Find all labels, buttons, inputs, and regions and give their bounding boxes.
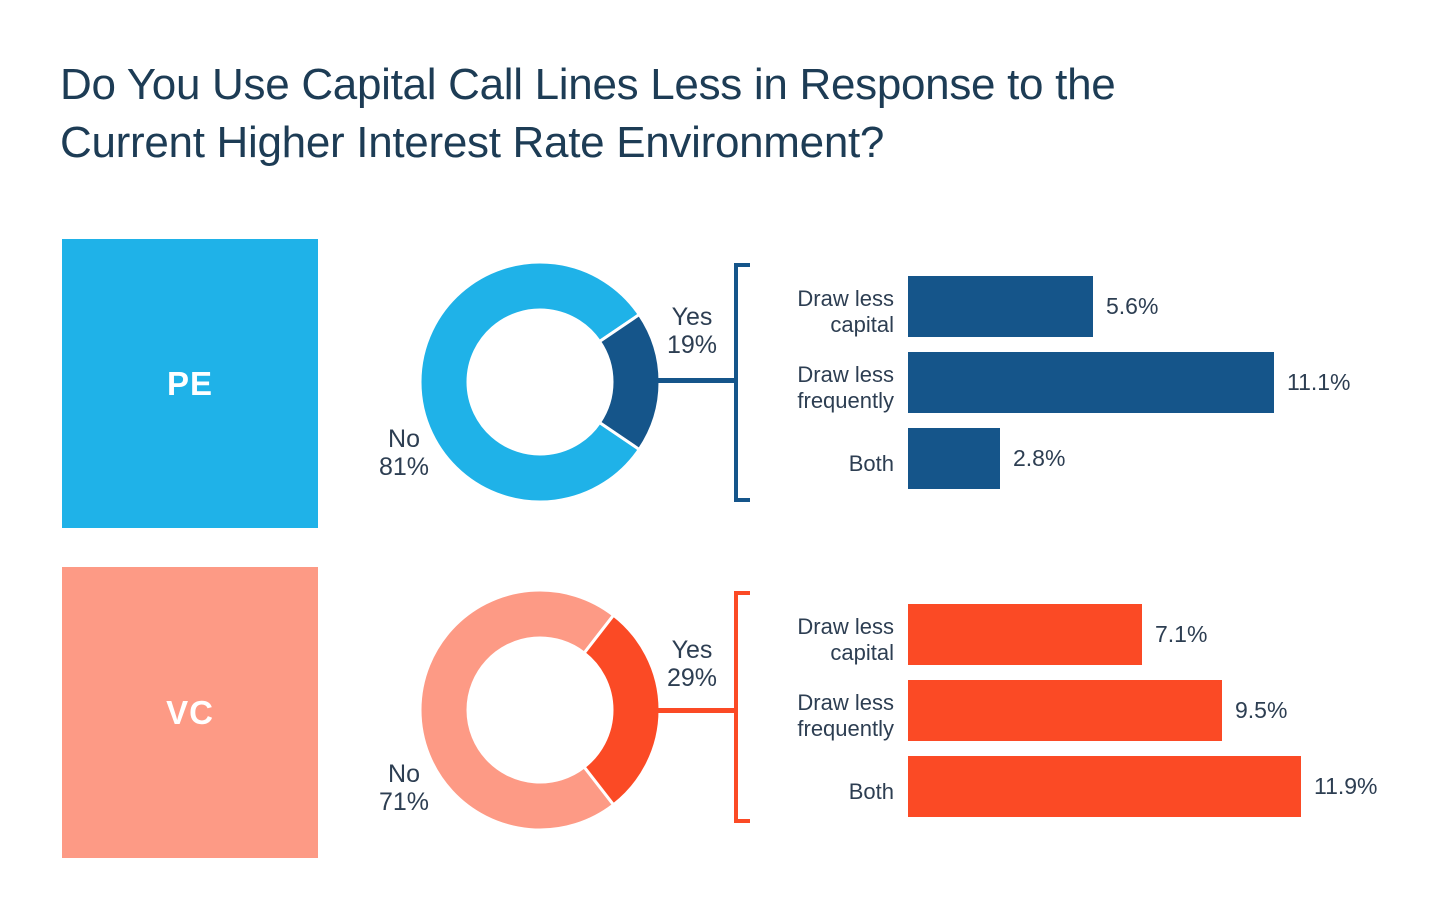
bar-category-label: Both	[760, 451, 894, 477]
donut-label-yes-pe-text: Yes	[671, 303, 713, 331]
page-title: Do You Use Capital Call Lines Less in Re…	[60, 56, 1360, 172]
bar-row-vc-draw-less-frequently: Draw less frequently 9.5%	[760, 680, 1440, 741]
group-swatch-pe: PE	[62, 239, 318, 528]
bar-row-vc-draw-less-capital: Draw less capital 7.1%	[760, 604, 1440, 665]
bar-category-label: Draw less frequently	[760, 690, 894, 742]
page-title-line1: Do You Use Capital Call Lines Less in Re…	[60, 60, 1116, 109]
bar-category-label: Both	[760, 779, 894, 805]
bar-value-label: 7.1%	[1155, 621, 1208, 647]
bracket-pe	[734, 263, 750, 502]
bar-category-line2: frequently	[797, 387, 894, 413]
donut-label-no-pe: No 81%	[349, 425, 459, 481]
donut-label-yes-vc-value: 29%	[666, 664, 718, 692]
donut-label-no-pe-value: 81%	[378, 453, 430, 481]
donut-label-no-vc: No 71%	[349, 760, 459, 816]
donut-label-yes-pe: Yes 19%	[637, 303, 747, 359]
bar-value-label: 5.6%	[1106, 293, 1159, 319]
bar-category-label: Draw less frequently	[760, 362, 894, 414]
donut-slice-no	[418, 260, 642, 504]
group-label-vc: VC	[166, 693, 214, 731]
bar-vc-both	[908, 756, 1301, 817]
bar-row-pe-both: Both 2.8%	[760, 428, 1440, 489]
connector-line-vc	[652, 708, 734, 713]
donut-chart-pe	[418, 260, 662, 504]
bar-category-label: Draw less capital	[760, 286, 894, 338]
bar-category-line1: Both	[848, 450, 894, 476]
group-label-pe: PE	[166, 364, 214, 402]
bar-pe-draw-less-capital	[908, 276, 1093, 337]
bar-value-label: 2.8%	[1013, 445, 1066, 471]
donut-slice-no	[418, 588, 616, 832]
donut-slice-yes	[582, 613, 662, 807]
group-swatch-vc: VC	[62, 567, 318, 858]
connector-line-pe	[652, 378, 734, 383]
donut-label-yes-vc: Yes 29%	[637, 636, 747, 692]
donut-label-yes-vc-text: Yes	[671, 636, 713, 664]
bar-pe-draw-less-frequently	[908, 352, 1274, 413]
bar-category-line2: frequently	[797, 715, 894, 741]
bar-vc-draw-less-frequently	[908, 680, 1222, 741]
bar-row-vc-both: Both 11.9%	[760, 756, 1440, 817]
bar-vc-draw-less-capital	[908, 604, 1142, 665]
donut-label-no-vc-text: No	[388, 760, 420, 788]
page-title-line2: Current Higher Interest Rate Environment…	[60, 118, 885, 167]
bar-category-line1: Draw less	[797, 613, 894, 639]
donut-slice-yes	[597, 312, 662, 452]
bar-row-pe-draw-less-frequently: Draw less frequently 11.1%	[760, 352, 1440, 413]
donut-chart-vc	[418, 588, 662, 832]
bar-pe-both	[908, 428, 1000, 489]
bar-category-line1: Draw less	[797, 285, 894, 311]
bar-value-label: 9.5%	[1235, 697, 1288, 723]
bar-category-line2: capital	[830, 639, 894, 665]
bar-value-label: 11.1%	[1287, 369, 1351, 395]
bracket-vc	[734, 591, 750, 823]
bar-category-line2: capital	[830, 311, 894, 337]
bar-category-line1: Draw less	[797, 361, 894, 387]
bar-category-line1: Draw less	[797, 689, 894, 715]
bar-category-line1: Both	[848, 778, 894, 804]
bar-category-label: Draw less capital	[760, 614, 894, 666]
donut-label-yes-pe-value: 19%	[666, 331, 718, 359]
bar-value-label: 11.9%	[1314, 773, 1378, 799]
bar-row-pe-draw-less-capital: Draw less capital 5.6%	[760, 276, 1440, 337]
donut-label-no-pe-text: No	[388, 425, 420, 453]
donut-label-no-vc-value: 71%	[378, 788, 430, 816]
